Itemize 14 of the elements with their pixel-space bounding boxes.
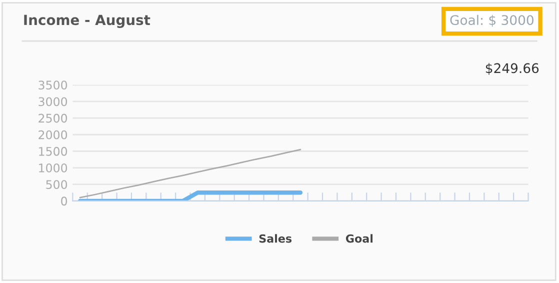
text: Goal: $ 3000 xyxy=(450,14,534,27)
y-tick-label: 3500 xyxy=(38,80,68,90)
y-tick-label: 1500 xyxy=(39,146,68,156)
y-tick-label: 2000 xyxy=(38,130,68,140)
y-tick-label: 0 xyxy=(61,196,68,206)
y-tick-label: 500 xyxy=(46,180,68,190)
text: $249.66 xyxy=(486,62,539,75)
chart-title: Income - August xyxy=(24,14,150,28)
legend-label: Goal xyxy=(346,234,373,243)
line-series xyxy=(79,148,302,198)
legend-label: Sales xyxy=(259,234,292,243)
y-tick-label: 1000 xyxy=(39,164,68,172)
y-tick-label: 3000 xyxy=(38,97,68,106)
y-tick-label: 2500 xyxy=(38,114,68,123)
